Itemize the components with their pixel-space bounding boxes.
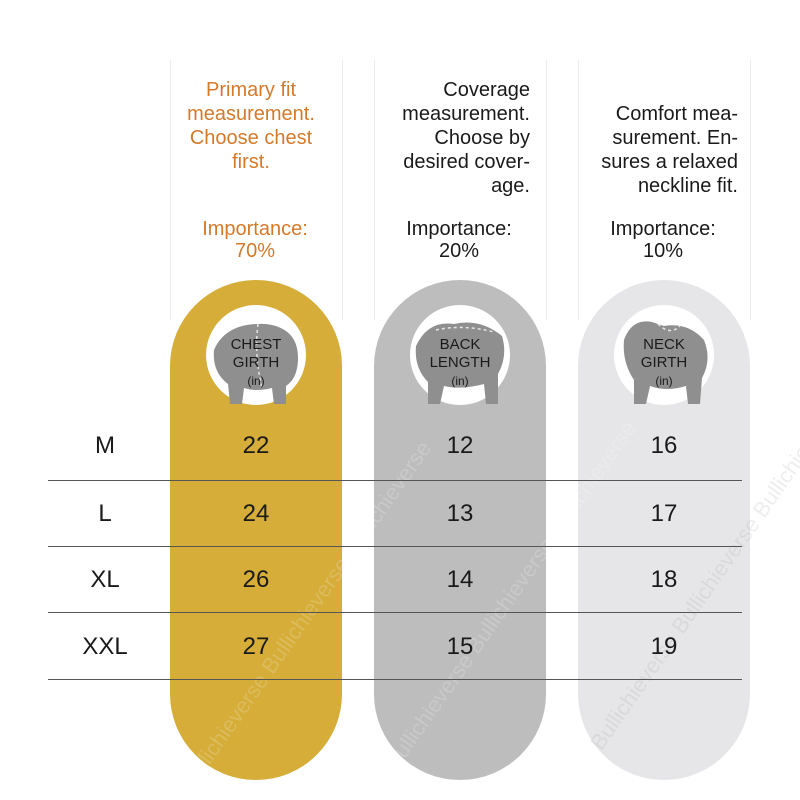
- size-label-xl: XL: [90, 566, 120, 593]
- chest-girth-label: CHEST GIRTH: [230, 336, 282, 371]
- back-description: Coverage measurement. Choose by desired …: [402, 79, 530, 197]
- chest-girth-badge: CHEST GIRTH (in): [206, 300, 306, 410]
- back-value-xxl: 15: [446, 633, 474, 660]
- size-label-l: L: [98, 500, 112, 527]
- back-length-unit: (in): [451, 374, 469, 388]
- size-label-xxl: XXL: [82, 633, 128, 660]
- chest-girth-unit: (in): [247, 374, 265, 388]
- neck-value-xl: 18: [650, 566, 678, 593]
- column-divider: [374, 60, 375, 320]
- chest-value-m: 22: [242, 432, 270, 459]
- chest-value-xxl: 27: [242, 633, 270, 660]
- back-importance: Importance: 20%: [406, 218, 512, 262]
- chest-value-xl: 26: [242, 566, 270, 593]
- neck-value-m: 16: [650, 432, 678, 459]
- back-length-label: BACK LENGTH: [429, 336, 491, 371]
- neck-girth-unit: (in): [655, 374, 673, 388]
- chest-value-l: 24: [242, 500, 270, 527]
- dog-back-icon: [410, 305, 510, 405]
- row-divider: [48, 546, 742, 547]
- neck-value-xxl: 19: [650, 633, 678, 660]
- row-divider: [48, 679, 742, 680]
- back-value-m: 12: [446, 432, 474, 459]
- column-divider: [170, 60, 171, 320]
- neck-description: Comfort mea- surement. En- sures a relax…: [601, 103, 738, 197]
- back-value-xl: 14: [446, 566, 474, 593]
- chest-importance: Importance: 70%: [202, 218, 308, 262]
- column-divider: [342, 60, 343, 320]
- neck-girth-label: NECK GIRTH: [640, 336, 688, 371]
- chest-description: Primary fit measurement. Choose chest fi…: [187, 79, 315, 173]
- back-value-l: 13: [446, 500, 474, 527]
- back-length-badge: BACK LENGTH (in): [410, 300, 510, 410]
- neck-value-l: 17: [650, 500, 678, 527]
- column-divider: [750, 60, 751, 320]
- column-divider: [578, 60, 579, 320]
- dog-chest-icon: [206, 305, 306, 405]
- column-divider: [546, 60, 547, 320]
- size-label-m: M: [95, 432, 115, 459]
- row-divider: [48, 612, 742, 613]
- neck-girth-badge: NECK GIRTH (in): [614, 300, 714, 410]
- row-divider: [48, 480, 742, 481]
- dog-neck-icon: [614, 305, 714, 405]
- neck-importance: Importance: 10%: [610, 218, 716, 262]
